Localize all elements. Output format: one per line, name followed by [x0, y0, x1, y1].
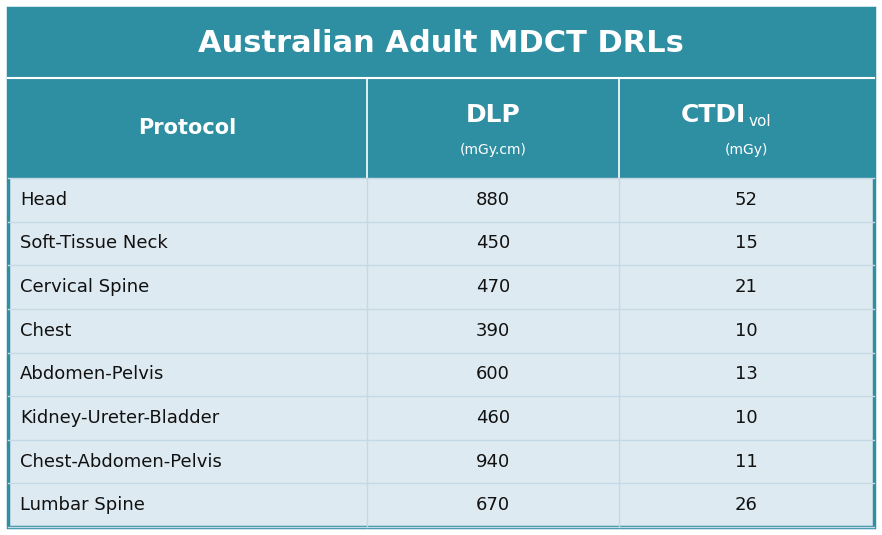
Bar: [8, 178, 874, 221]
Text: 600: 600: [476, 365, 510, 383]
Bar: [8, 396, 874, 440]
Text: 880: 880: [476, 191, 510, 209]
Text: Abdomen-Pelvis: Abdomen-Pelvis: [20, 365, 164, 383]
Text: 470: 470: [475, 278, 510, 296]
Text: vol: vol: [748, 113, 771, 128]
Text: 460: 460: [476, 409, 510, 427]
Text: Protocol: Protocol: [138, 118, 237, 138]
Text: 52: 52: [735, 191, 758, 209]
Text: (mGy): (mGy): [725, 143, 768, 157]
Bar: [8, 8, 874, 78]
Text: Cervical Spine: Cervical Spine: [20, 278, 149, 296]
Bar: [8, 265, 874, 309]
Text: 11: 11: [735, 453, 758, 471]
Bar: [8, 353, 874, 396]
Text: Soft-Tissue Neck: Soft-Tissue Neck: [20, 234, 168, 253]
Text: 26: 26: [735, 496, 758, 514]
Text: Chest: Chest: [20, 322, 71, 340]
Text: 15: 15: [735, 234, 758, 253]
Text: Kidney-Ureter-Bladder: Kidney-Ureter-Bladder: [20, 409, 220, 427]
Text: 450: 450: [475, 234, 510, 253]
Text: CTDI: CTDI: [681, 103, 746, 127]
Text: 10: 10: [735, 409, 758, 427]
Text: 940: 940: [475, 453, 510, 471]
Text: 21: 21: [735, 278, 758, 296]
Text: Lumbar Spine: Lumbar Spine: [20, 496, 145, 514]
Text: Head: Head: [20, 191, 67, 209]
Text: 670: 670: [476, 496, 510, 514]
Text: 10: 10: [735, 322, 758, 340]
Text: (mGy.cm): (mGy.cm): [460, 143, 527, 157]
Bar: [8, 484, 874, 527]
Text: Chest-Abdomen-Pelvis: Chest-Abdomen-Pelvis: [20, 453, 222, 471]
Text: 390: 390: [475, 322, 510, 340]
Text: DLP: DLP: [466, 103, 520, 127]
Bar: [8, 78, 874, 178]
Text: Australian Adult MDCT DRLs: Australian Adult MDCT DRLs: [198, 28, 684, 57]
Bar: [8, 221, 874, 265]
Bar: [8, 440, 874, 484]
Bar: [8, 309, 874, 353]
Text: 13: 13: [735, 365, 758, 383]
